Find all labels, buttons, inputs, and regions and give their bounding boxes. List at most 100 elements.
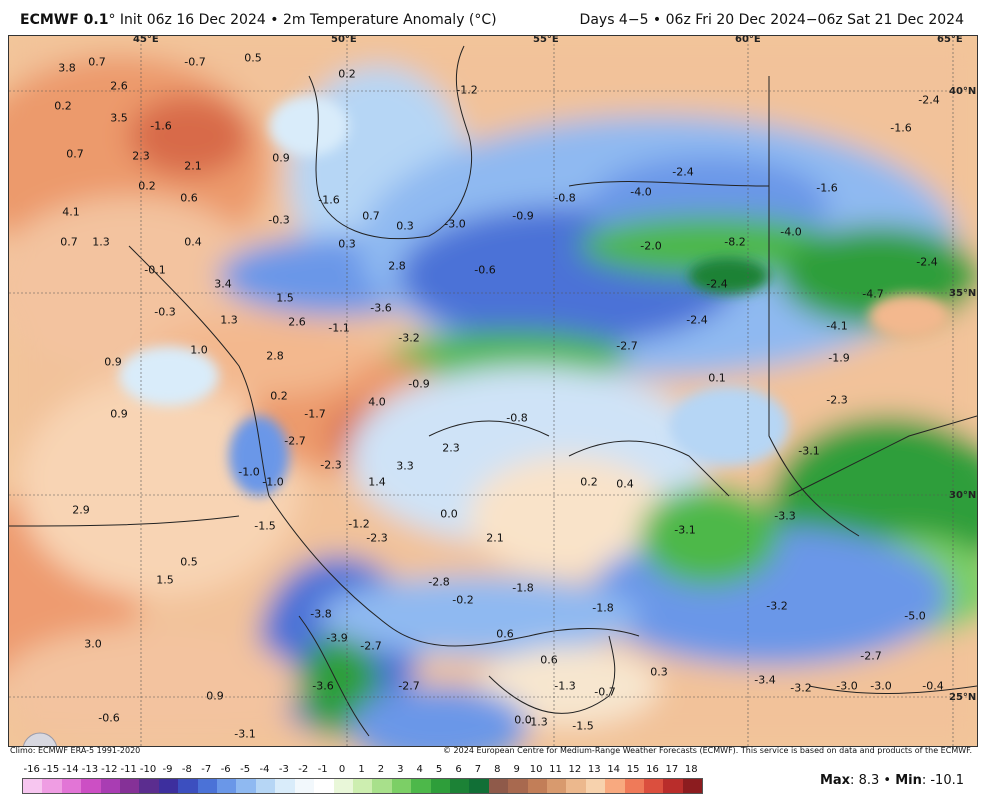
scale-swatch [605, 779, 625, 793]
anomaly-value: 0.2 [54, 99, 72, 113]
anomaly-value: 2.9 [72, 503, 90, 517]
anomaly-value: 0.2 [270, 389, 288, 403]
anomaly-value: -0.3 [154, 305, 176, 319]
anomaly-value: -1.6 [890, 121, 912, 135]
scale-swatch [449, 779, 470, 793]
scale-swatch [158, 779, 179, 793]
scale-swatch [469, 779, 489, 793]
coord-label: 50°E [331, 35, 357, 45]
scale-swatch [314, 779, 334, 793]
coord-label: 25°N [949, 692, 977, 703]
scale-swatch [508, 779, 528, 793]
scale-tick: 14 [607, 764, 621, 775]
scale-swatch [585, 779, 606, 793]
anomaly-value: -3.1 [234, 727, 256, 741]
anomaly-value: 0.7 [60, 235, 78, 249]
map-title: ECMWF 0.1° Init 06z 16 Dec 2024 • 2m Tem… [20, 12, 497, 28]
scale-tick: 5 [435, 764, 443, 775]
anomaly-value: -3.2 [398, 331, 420, 345]
anomaly-value: -3.4 [754, 673, 776, 687]
scale-swatch [644, 779, 664, 793]
scale-swatch [100, 779, 121, 793]
anomaly-value: -2.0 [640, 239, 662, 253]
anomaly-value: -3.2 [766, 599, 788, 613]
anomaly-value: -2.7 [284, 434, 306, 448]
scale-tick: 1 [358, 764, 365, 775]
anomaly-value: -1.2 [348, 517, 370, 531]
anomaly-value: -1.2 [456, 83, 478, 97]
anomaly-value: -8.2 [724, 235, 746, 249]
header: ECMWF 0.1° Init 06z 16 Dec 2024 • 2m Tem… [0, 0, 984, 36]
scale-tick: -4 [259, 764, 270, 775]
scale-tick: -1 [317, 764, 328, 775]
anomaly-value: 0.7 [66, 147, 84, 161]
model-name: ECMWF 0.1 [20, 12, 109, 28]
scale-swatch [236, 779, 256, 793]
anomaly-value: -0.2 [452, 593, 474, 607]
anomaly-value: 0.1 [708, 371, 726, 385]
max-min-readout: Max: 8.3 • Min: -10.1 [819, 773, 964, 788]
scale-swatch [255, 779, 276, 793]
scale-swatch [333, 779, 353, 793]
scale-swatch [217, 779, 237, 793]
coord-label: 55°E [533, 35, 559, 45]
anomaly-value: -2.7 [360, 639, 382, 653]
anomaly-value: 3.5 [110, 111, 128, 125]
scale-swatch [275, 779, 295, 793]
scale-tick: -2 [298, 764, 309, 775]
scale-tick: 10 [529, 764, 543, 775]
anomaly-value: 0.7 [362, 209, 380, 223]
scale-tick: -8 [181, 764, 192, 775]
scale-tick: -9 [162, 764, 173, 775]
coord-label: 60°E [735, 35, 761, 45]
anomaly-value: 0.3 [650, 665, 668, 679]
anomaly-value: 1.5 [276, 291, 294, 305]
anomaly-value: 0.4 [616, 477, 634, 491]
anomaly-value: 0.9 [110, 407, 128, 421]
anomaly-value: -3.2 [790, 681, 812, 695]
anomaly-value: 1.0 [190, 343, 208, 357]
scale-swatch [120, 779, 140, 793]
anomaly-value: 0.4 [184, 235, 202, 249]
anomaly-value: 0.7 [88, 55, 106, 69]
scale-swatch [23, 779, 43, 793]
anomaly-value: 0.2 [338, 67, 356, 81]
coord-label: 35°N [949, 288, 977, 299]
coord-label: 30°N [949, 490, 977, 501]
anomaly-value: 1.4 [368, 475, 386, 489]
anomaly-value: -3.1 [674, 523, 696, 537]
anomaly-value: -1.8 [512, 581, 534, 595]
anomaly-value: 2.8 [266, 349, 284, 363]
scale-swatch [411, 779, 431, 793]
scale-tick: 4 [416, 764, 423, 775]
anomaly-value: -3.8 [310, 607, 332, 621]
anomaly-value: -1.0 [262, 475, 284, 489]
scale-tick: -15 [42, 764, 60, 775]
anomaly-value: 0.2 [580, 475, 598, 489]
anomaly-value: 0.0 [440, 507, 458, 521]
scale-swatch [391, 779, 412, 793]
color-scale [22, 778, 703, 794]
valid-time: Days 4−5 • 06z Fri 20 Dec 2024−06z Sat 2… [579, 12, 964, 28]
scale-swatch [352, 779, 373, 793]
scale-tick: 15 [626, 764, 640, 775]
anomaly-value: 0.2 [138, 179, 156, 193]
scale-tick: -7 [201, 764, 212, 775]
anomaly-value: -1.3 [554, 679, 576, 693]
scale-tick: -5 [240, 764, 251, 775]
scale-tick: 12 [568, 764, 582, 775]
scale-swatch [372, 779, 392, 793]
anomaly-value: -0.1 [144, 263, 166, 277]
gridlines [9, 36, 977, 746]
anomaly-value: 0.0 [514, 713, 532, 727]
scale-tick: 8 [494, 764, 501, 775]
anomaly-value: 4.1 [62, 205, 80, 219]
anomaly-value: -0.7 [594, 685, 616, 699]
anomaly-value: -1.5 [254, 519, 276, 533]
anomaly-value: 2.8 [388, 259, 406, 273]
map-panel: 45°E 50°E 55°E 60°E 65°E 40°N 35°N 30°N 25°N 3.8… [8, 35, 978, 747]
anomaly-value: 2.6 [110, 79, 128, 93]
anomaly-value: -2.3 [826, 393, 848, 407]
scale-swatch [81, 779, 101, 793]
anomaly-value: -3.0 [444, 217, 466, 231]
